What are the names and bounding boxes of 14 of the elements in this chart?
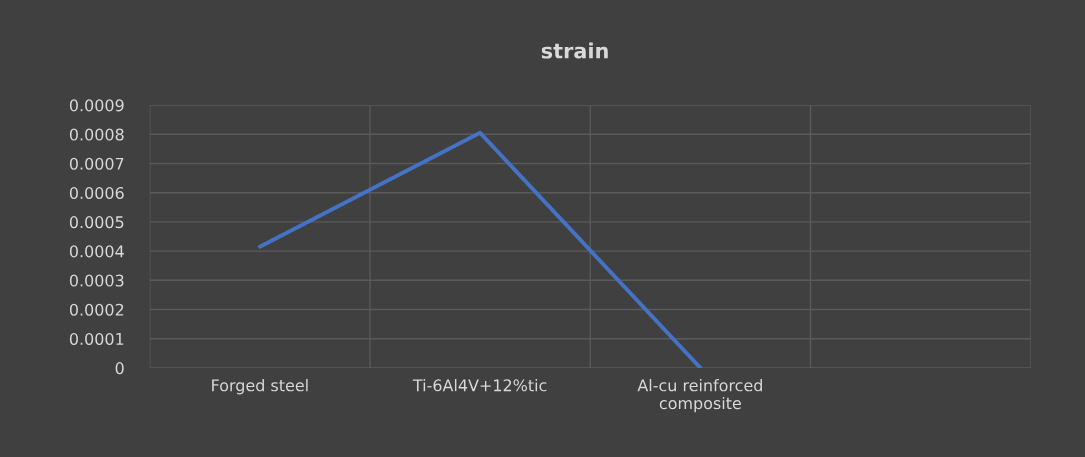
- y-tick-label: 0.0003: [69, 274, 124, 287]
- chart-title: strain: [541, 42, 608, 59]
- x-tick-label: Forged steel: [212, 379, 308, 395]
- y-tick-label: 0.0008: [69, 128, 124, 141]
- y-tick-label: 0.0007: [69, 157, 124, 170]
- x-tick-label: Al-cu reinforced composite: [637, 379, 762, 413]
- x-tick-label: Ti-6Al4V+12%tic: [412, 379, 547, 392]
- y-tick-label: 0: [115, 362, 124, 375]
- y-tick-label: 0.0002: [69, 303, 124, 316]
- y-tick-label: 0.0006: [69, 186, 124, 199]
- y-tick-label: 0.0009: [69, 99, 124, 112]
- y-tick-label: 0.0001: [69, 332, 124, 345]
- y-tick-label: 0.0004: [69, 245, 124, 258]
- y-tick-label: 0.0005: [69, 216, 124, 229]
